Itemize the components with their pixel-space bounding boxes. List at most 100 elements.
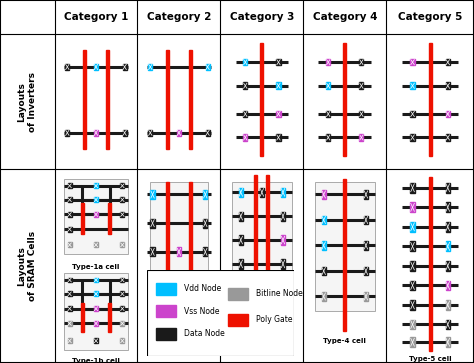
Bar <box>156 328 176 340</box>
Bar <box>359 134 364 141</box>
Bar <box>94 64 98 70</box>
Text: Vdd Node: Vdd Node <box>184 284 221 293</box>
Bar <box>123 64 127 70</box>
Bar <box>446 203 450 212</box>
Bar <box>81 203 84 234</box>
Bar <box>364 292 368 301</box>
Bar <box>148 130 152 136</box>
Bar <box>410 59 415 65</box>
Bar <box>65 130 69 136</box>
Bar <box>94 338 98 343</box>
Bar <box>260 43 264 156</box>
Bar <box>364 190 368 199</box>
Bar <box>166 182 169 335</box>
Bar <box>108 303 111 332</box>
Bar <box>120 242 125 247</box>
Bar <box>364 241 368 250</box>
Bar <box>67 291 72 296</box>
Bar <box>446 59 450 65</box>
Bar <box>410 222 415 232</box>
Text: Type-1b cell: Type-1b cell <box>72 358 120 363</box>
Bar <box>243 134 247 141</box>
Bar <box>446 241 450 251</box>
Bar <box>206 64 210 70</box>
Bar <box>120 321 125 326</box>
Bar <box>326 111 330 117</box>
Text: Category 3: Category 3 <box>230 12 294 22</box>
Bar <box>243 111 247 117</box>
Bar <box>94 130 98 136</box>
Bar <box>177 130 181 136</box>
Bar <box>446 337 450 347</box>
Bar <box>67 212 72 217</box>
Bar <box>446 319 450 329</box>
Bar <box>83 50 86 149</box>
Bar <box>410 111 415 117</box>
Bar <box>281 327 285 337</box>
Bar <box>239 188 243 197</box>
Bar <box>243 59 247 65</box>
Text: Category 2: Category 2 <box>147 12 211 22</box>
Bar <box>67 321 72 326</box>
Bar <box>446 134 450 141</box>
Bar <box>189 182 192 335</box>
Bar <box>322 190 326 199</box>
Bar <box>446 82 450 89</box>
Bar <box>120 306 125 311</box>
Bar <box>123 130 127 136</box>
Bar <box>326 134 330 141</box>
Bar <box>410 261 415 271</box>
Bar <box>177 248 181 256</box>
Bar <box>67 306 72 311</box>
Bar <box>359 82 364 89</box>
Bar <box>64 273 128 350</box>
Text: Layouts
of Inverters: Layouts of Inverters <box>18 72 37 132</box>
Bar <box>67 227 72 232</box>
Bar <box>322 216 326 224</box>
Bar <box>364 216 368 224</box>
Bar <box>410 134 415 141</box>
Bar <box>150 190 155 199</box>
Bar <box>94 306 98 311</box>
Bar <box>120 183 125 188</box>
Bar <box>446 183 450 193</box>
Bar <box>326 59 330 65</box>
Bar <box>239 235 243 245</box>
Bar <box>94 291 98 296</box>
Bar <box>446 261 450 271</box>
Bar <box>410 82 415 89</box>
Bar <box>150 308 155 317</box>
Bar <box>281 188 285 197</box>
Bar <box>203 248 208 256</box>
Bar <box>64 179 128 254</box>
Bar <box>239 327 243 337</box>
Text: Category 1: Category 1 <box>64 12 128 22</box>
Bar <box>120 338 125 343</box>
Bar <box>276 134 281 141</box>
Bar <box>166 50 169 149</box>
Bar <box>343 43 346 156</box>
Bar <box>67 197 72 202</box>
Bar <box>410 241 415 251</box>
Bar <box>410 319 415 329</box>
Bar <box>120 212 125 217</box>
Bar <box>326 82 330 89</box>
Bar <box>239 283 243 292</box>
Bar <box>177 276 181 285</box>
Bar <box>281 235 285 245</box>
Bar <box>410 203 415 212</box>
Bar <box>228 314 248 326</box>
Text: Vss Node: Vss Node <box>184 307 219 316</box>
Bar <box>94 321 98 326</box>
Bar <box>156 305 176 317</box>
Bar <box>120 291 125 296</box>
Bar <box>108 203 111 234</box>
Bar <box>410 300 415 310</box>
Bar <box>189 50 192 149</box>
Bar <box>203 219 208 228</box>
Bar <box>150 182 208 299</box>
Bar <box>228 288 248 300</box>
Bar <box>106 50 109 149</box>
Bar <box>410 281 415 290</box>
Bar <box>410 337 415 347</box>
